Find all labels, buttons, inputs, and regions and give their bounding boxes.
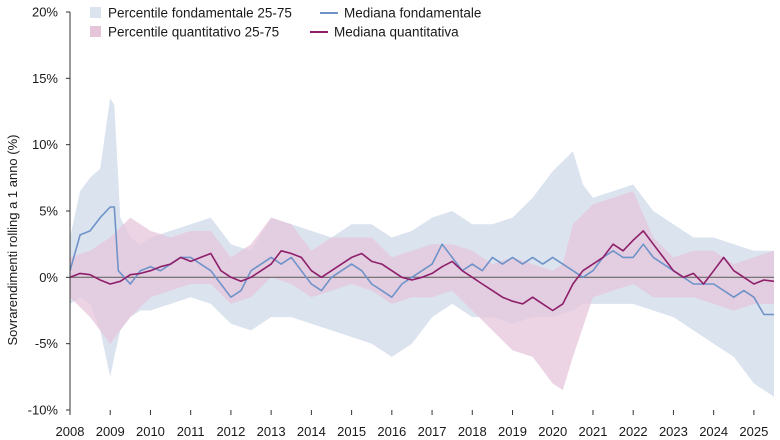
legend: Percentile fondamentale 25-75 Mediana fon… — [90, 6, 481, 40]
x-tick-label: 2020 — [538, 424, 567, 439]
x-tick-label: 2018 — [458, 424, 487, 439]
bands-layer — [70, 98, 774, 397]
x-tick-label: 2022 — [619, 424, 648, 439]
y-tick-label: -5% — [35, 336, 59, 351]
x-tick-label: 2017 — [418, 424, 447, 439]
y-tick-label: 15% — [32, 71, 58, 86]
x-tick-label: 2016 — [377, 424, 406, 439]
x-tick-label: 2014 — [297, 424, 326, 439]
x-tick-label: 2012 — [216, 424, 245, 439]
lines-layer — [69, 206, 775, 316]
legend-label: Percentile fondamentale 25-75 — [108, 6, 292, 21]
x-tick-label: 2025 — [739, 424, 768, 439]
quant-band-area — [70, 191, 774, 391]
y-axis-label: Sovrarendimenti rolling a 1 anno (%) — [5, 135, 20, 346]
y-tick-label: -10% — [28, 403, 59, 418]
x-tick-label: 2008 — [56, 424, 85, 439]
x-tick-label: 2021 — [579, 424, 608, 439]
x-tick-label: 2023 — [659, 424, 688, 439]
x-tick-label: 2024 — [699, 424, 728, 439]
axes-layer: 20% 15% 10% 5% 0% -5% -10% 2008 2009 2010 2011 2012… — [28, 5, 769, 440]
legend-label: Mediana quantitativa — [334, 25, 459, 40]
fund-band-area — [70, 98, 774, 397]
y-tick-label: 10% — [32, 137, 58, 152]
legend-swatch — [90, 26, 101, 37]
y-tick-label: 0% — [39, 270, 58, 285]
x-tick-label: 2011 — [177, 424, 205, 439]
quant-median-line — [69, 230, 775, 312]
y-tick-label: 20% — [32, 5, 58, 20]
legend-label: Mediana fondamentale — [344, 6, 481, 21]
y-tick-label: 5% — [39, 204, 58, 219]
x-tick-label: 2010 — [136, 424, 165, 439]
x-tick-label: 2009 — [96, 424, 125, 439]
x-tick-label: 2019 — [498, 424, 527, 439]
legend-swatch — [90, 7, 101, 18]
x-tick-label: 2015 — [337, 424, 366, 439]
legend-label: Percentile quantitativo 25-75 — [108, 25, 279, 40]
x-tick-label: 2013 — [257, 424, 286, 439]
